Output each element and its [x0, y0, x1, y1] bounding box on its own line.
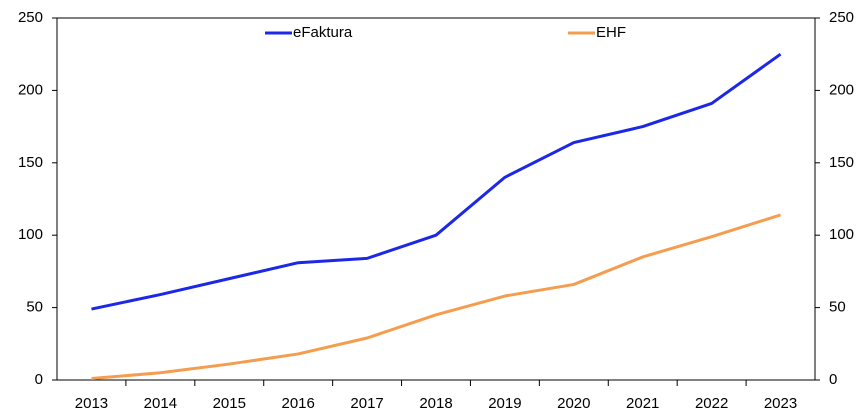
y2-tick-label: 250	[829, 9, 854, 26]
y-tick-label: 50	[26, 299, 43, 316]
x-tick-label: 2018	[419, 395, 452, 412]
x-tick-label: 2015	[213, 395, 246, 412]
series-line	[91, 52, 782, 311]
x-tick-label: 2023	[764, 395, 797, 412]
y2-tick-label: 200	[829, 81, 854, 98]
x-tick-label: 2020	[557, 395, 590, 412]
x-tick-label: 2013	[75, 395, 108, 412]
y-tick-label: 0	[35, 371, 43, 388]
y-tick-label: 100	[18, 226, 43, 243]
x-tick-label: 2021	[626, 395, 659, 412]
x-tick-label: 2019	[488, 395, 521, 412]
x-tick-label: 2014	[144, 395, 177, 412]
y2-tick-label: 100	[829, 226, 854, 243]
x-tick-label: 2022	[695, 395, 728, 412]
y2-tick-label: 50	[829, 299, 846, 316]
x-tick-label: 2017	[350, 395, 383, 412]
y-tick-label: 250	[18, 9, 43, 26]
y2-tick-label: 0	[829, 371, 837, 388]
legend-label: eFaktura	[293, 24, 353, 41]
y-tick-label: 150	[18, 154, 43, 171]
legend-label: EHF	[596, 24, 626, 41]
series-line	[91, 213, 781, 381]
x-tick-label: 2016	[281, 395, 314, 412]
y2-tick-label: 150	[829, 154, 854, 171]
plot-frame	[56, 17, 816, 381]
y-tick-label: 200	[18, 81, 43, 98]
